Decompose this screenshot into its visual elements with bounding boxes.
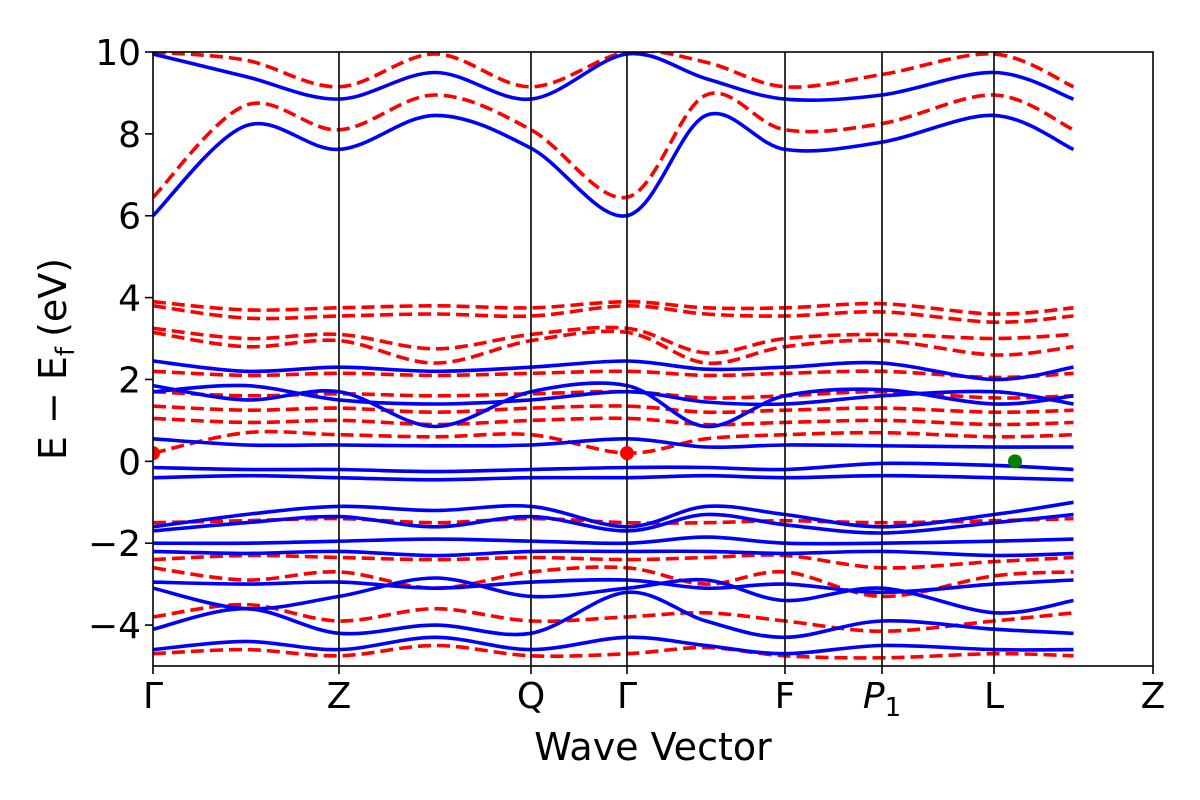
y-tick-label-1: 8 (118, 115, 141, 156)
y-tick-label-0: 10 (95, 33, 141, 74)
y-tick-label-2: 6 (118, 197, 141, 238)
solid-band-10 (153, 535, 1074, 546)
dashed-band-1 (153, 52, 1075, 89)
x-tick-label-0: Γ (143, 676, 163, 717)
x-tick-label-1: Z (327, 676, 352, 717)
dashed-band-10 (153, 429, 1074, 455)
kpoint-dividers (338, 52, 995, 666)
y-axis-title-sub: f (51, 346, 81, 356)
x-tick-label-5: P1 (863, 676, 901, 723)
dashed-band-6 (153, 369, 1074, 380)
y-tick-label-7: −4 (88, 606, 141, 647)
x-tick-label-6: L (984, 676, 1004, 717)
x-tick-label-7: Z (1141, 676, 1166, 717)
dashed-band-series (153, 52, 1075, 660)
dashed-band-8 (153, 404, 1074, 415)
y-axis-title-main: E − E (31, 356, 75, 460)
y-tick-label-4: 2 (118, 360, 141, 401)
y-axis-title: E − Ef (eV) (31, 258, 81, 460)
band-marker-1 (620, 446, 634, 461)
dashed-band-9 (153, 416, 1074, 427)
solid-band-5 (153, 436, 1074, 450)
y-tick-label-3: 4 (118, 279, 141, 320)
x-axis-title: Wave Vector (534, 725, 772, 769)
y-axis: 10 8 6 4 2 0 −2 −4 (88, 33, 153, 647)
band-marker-2 (1008, 454, 1022, 469)
plot-frame (152, 51, 1154, 667)
solid-band-series (153, 52, 1075, 656)
dashed-band-0 (153, 91, 1075, 200)
solid-band-7 (153, 473, 1074, 482)
y-axis-title-unit: (eV) (31, 258, 75, 337)
y-tick-label-6: −2 (88, 524, 141, 565)
dashed-band-2 (153, 299, 1074, 316)
solid-band-0 (153, 111, 1075, 218)
x-tick-label-2: Q (517, 676, 545, 717)
y-tick-label-5: 0 (118, 442, 141, 483)
dashed-band-12 (153, 553, 1074, 570)
band-marker-0 (153, 446, 160, 461)
x-tick-label-3: Γ (617, 676, 637, 717)
markers-layer (153, 446, 1022, 469)
x-tick-label-4: F (775, 676, 796, 717)
solid-band-6 (153, 461, 1074, 474)
bands-layer (153, 52, 1075, 660)
x-axis: Γ Z Q Γ F P1 L Z (143, 666, 1165, 723)
